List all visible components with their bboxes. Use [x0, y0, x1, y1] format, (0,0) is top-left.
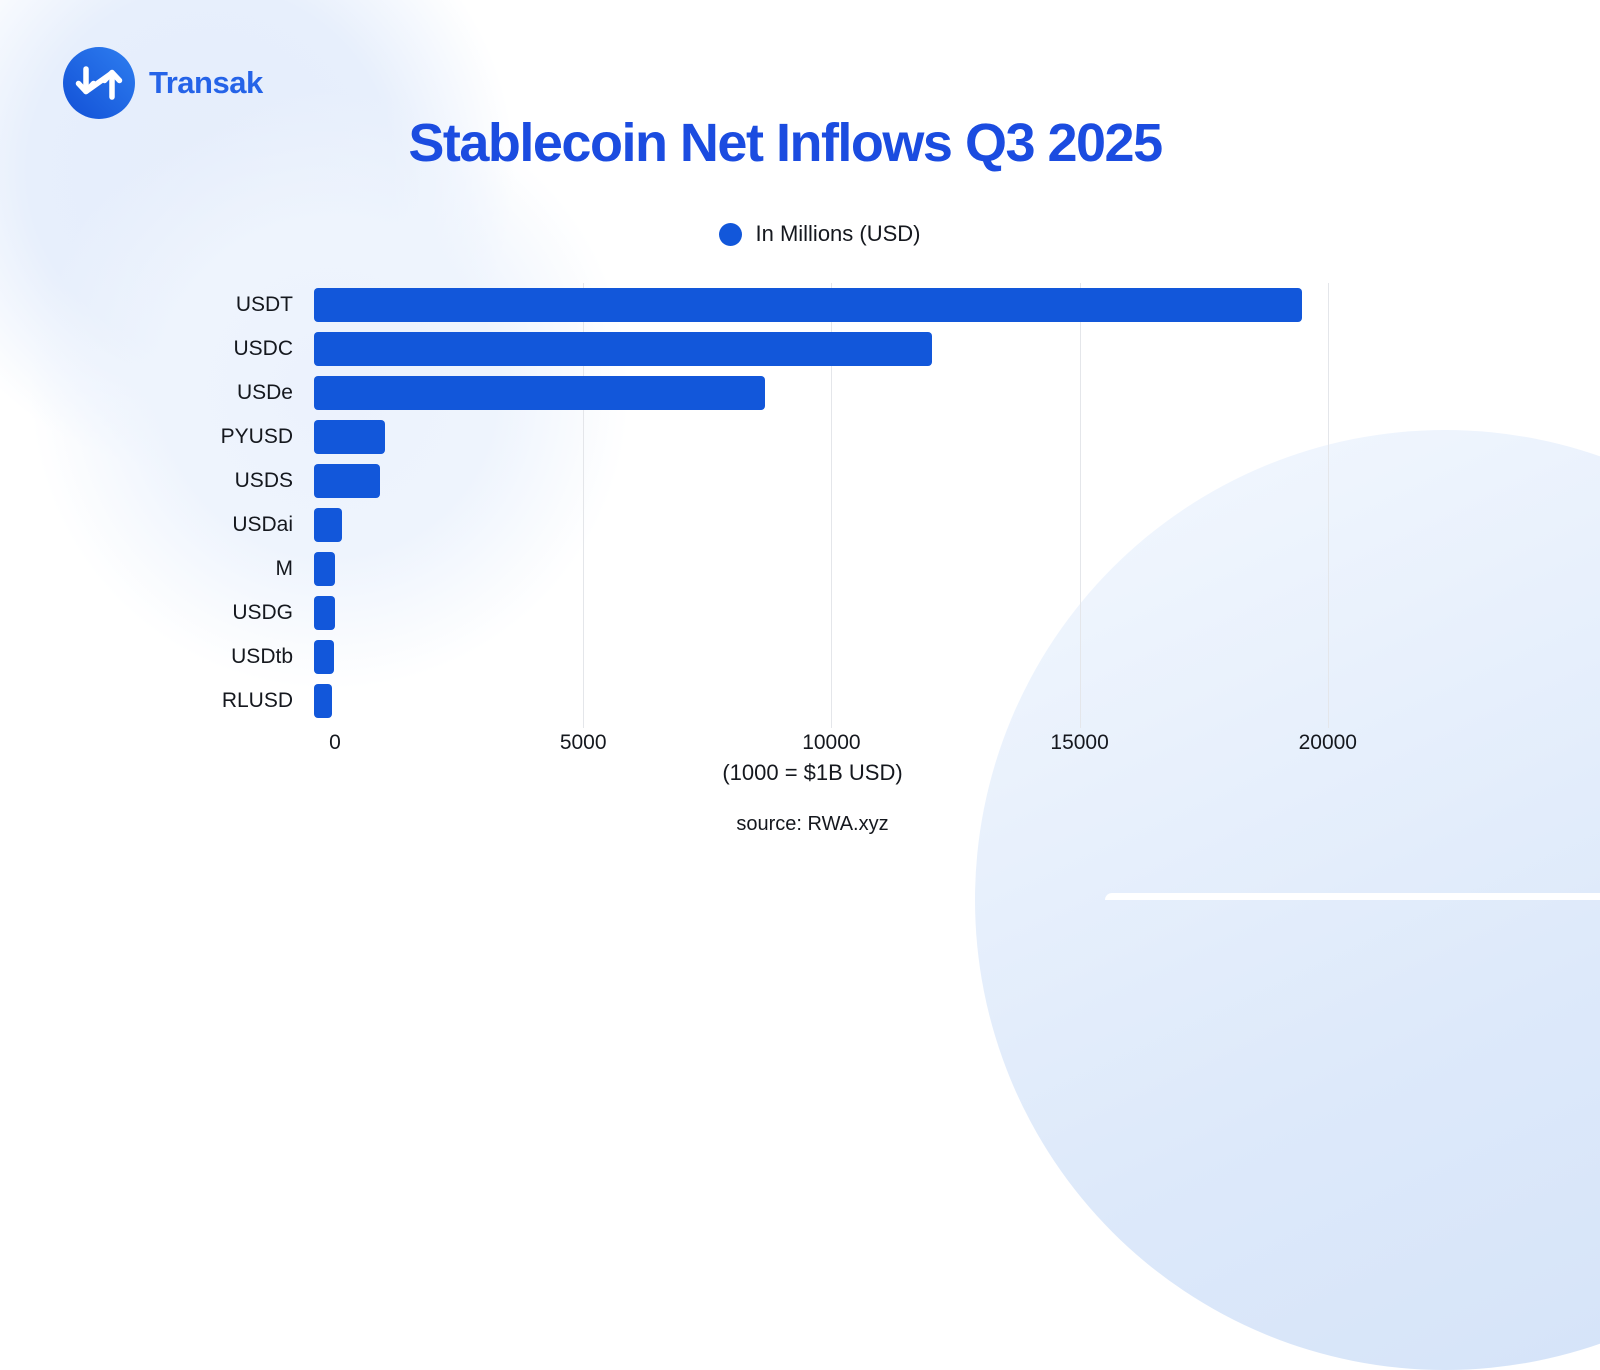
- brand-wordmark: Transak: [149, 65, 263, 100]
- background-corner-card: [1105, 893, 1600, 900]
- bar: [314, 464, 380, 498]
- x-tick-label: 0: [329, 731, 341, 754]
- grid-line: [831, 283, 833, 728]
- bar-track: [314, 508, 1370, 542]
- bar-track: [314, 640, 1370, 674]
- bar: [314, 640, 334, 674]
- category-label: USDC: [233, 337, 293, 360]
- legend-marker-icon: [719, 222, 743, 246]
- bar-row: USDG: [0, 591, 1370, 635]
- category-label: USDtb: [231, 645, 293, 668]
- grid-line: [1327, 283, 1329, 728]
- category-label: USDe: [236, 381, 293, 404]
- bar-row: PYUSD: [0, 415, 1370, 459]
- bar: [314, 508, 342, 542]
- bar-row: RLUSD: [0, 679, 1370, 723]
- category-label: USDT: [235, 293, 293, 316]
- bar-row: USDe: [0, 371, 1370, 415]
- category-label: USDai: [232, 513, 293, 536]
- transak-arrows-icon: [63, 47, 135, 119]
- transak-logo: Transak: [63, 47, 263, 119]
- category-label: USDG: [232, 601, 293, 624]
- grid-line: [583, 283, 585, 728]
- category-label: USDS: [234, 469, 293, 492]
- source-note: source: RWA.xyz: [736, 813, 889, 835]
- x-tick-label: 5000: [559, 731, 607, 754]
- bar: [314, 596, 336, 630]
- bar-row: USDai: [0, 503, 1370, 547]
- bar: [314, 420, 385, 454]
- bar: [314, 332, 932, 366]
- x-tick-label: 20000: [1298, 731, 1357, 754]
- bar-row: M: [0, 547, 1370, 591]
- bar-track: [314, 684, 1370, 718]
- bar-chart: 0 5000 10000 15000 20000 USDT USDC USDe PYUSD US…: [0, 283, 1370, 803]
- bar-track: [314, 376, 1370, 410]
- bar-track: [314, 596, 1370, 630]
- category-label: PYUSD: [220, 425, 293, 448]
- x-tick-label: 15000: [1050, 731, 1109, 754]
- bar: [314, 288, 1302, 322]
- page-title: Stablecoin Net Inflows Q3 2025: [408, 113, 1163, 173]
- category-label: RLUSD: [221, 689, 293, 712]
- bar: [314, 552, 336, 586]
- bar-track: [314, 332, 1370, 366]
- bar-track: [314, 552, 1370, 586]
- bar-row: USDS: [0, 459, 1370, 503]
- x-axis-note: (1000 = $1B USD): [722, 760, 903, 785]
- legend: In Millions (USD): [0, 221, 1600, 247]
- legend-label: In Millions (USD): [755, 221, 921, 246]
- plot-area: 0 5000 10000 15000 20000: [329, 283, 1370, 754]
- bar: [314, 684, 333, 718]
- bar-track: [314, 464, 1370, 498]
- bar-row: USDC: [0, 327, 1370, 371]
- bar: [314, 376, 765, 410]
- bar-row: USDtb: [0, 635, 1370, 679]
- x-tick-label: 10000: [802, 731, 861, 754]
- bar-track: [314, 288, 1370, 322]
- grid-line: [1079, 283, 1081, 728]
- category-label: M: [275, 557, 294, 580]
- bar-track: [314, 420, 1370, 454]
- bar-row: USDT: [0, 283, 1370, 327]
